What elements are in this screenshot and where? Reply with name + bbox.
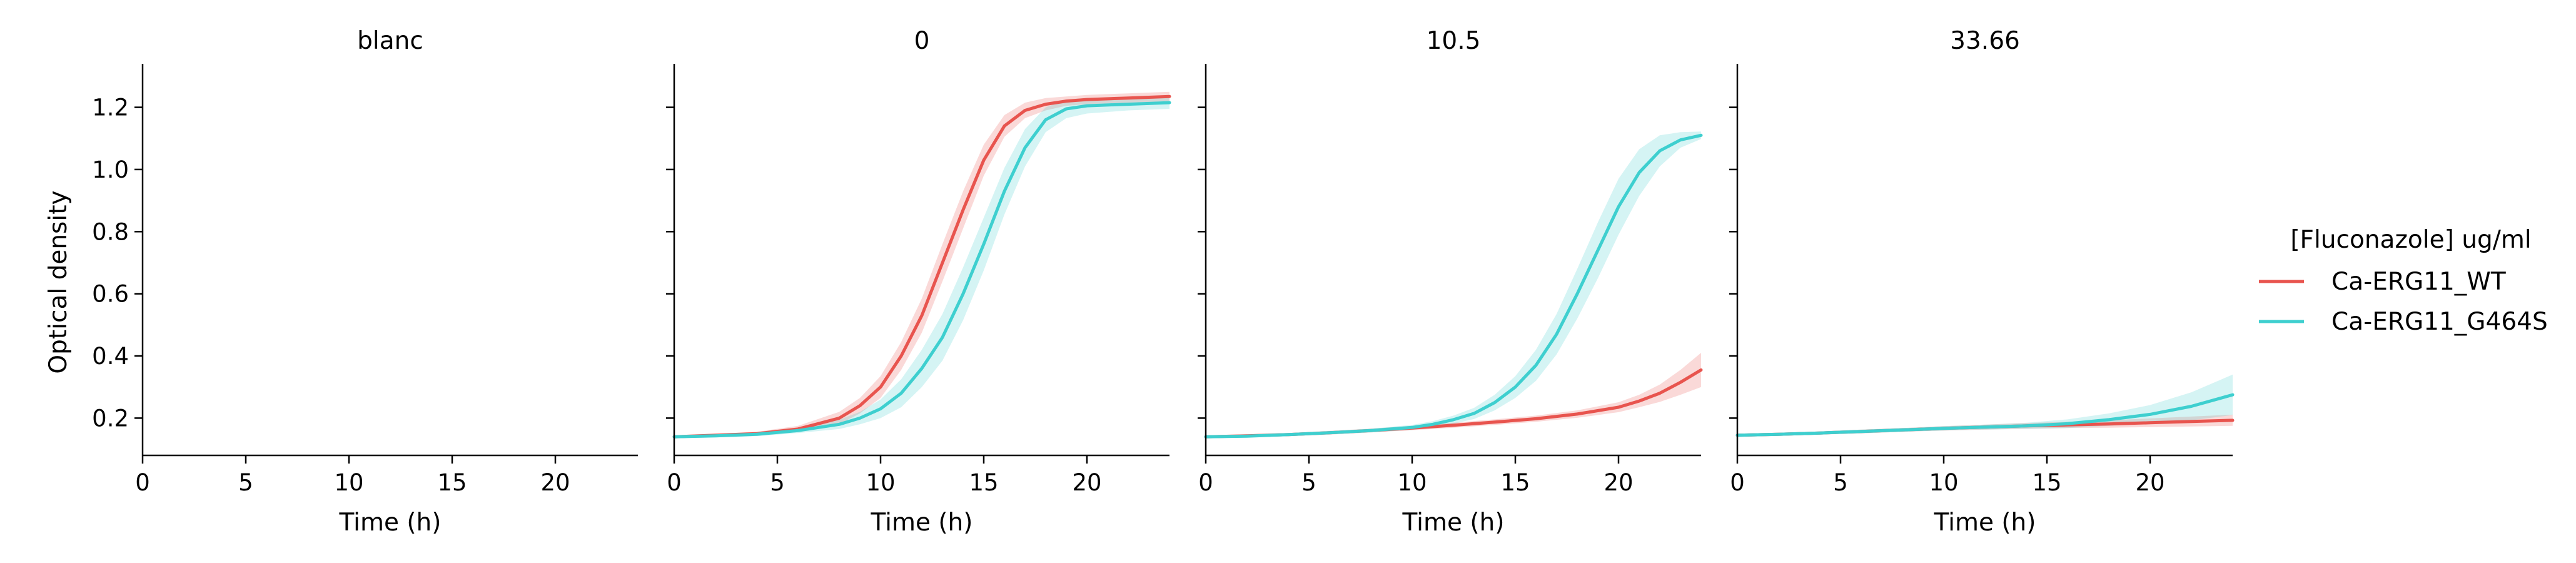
x-tick-label: 20 [1604, 469, 1633, 496]
y-tick-label: 0.4 [92, 343, 129, 370]
y-tick-label: 0.8 [92, 218, 129, 245]
x-tick-label: 10 [1929, 469, 1958, 496]
x-axis-label: Time (h) [1934, 509, 2036, 537]
confidence-band [674, 96, 1169, 439]
x-tick-label: 5 [770, 469, 785, 496]
facet-panel: 33.66 0 5 10 15 20 Time (h) [1729, 27, 2235, 537]
x-tick-label: 0 [1730, 469, 1745, 496]
x-axis-label: Time (h) [1402, 509, 1505, 537]
x-tick-label: 0 [1198, 469, 1213, 496]
x-tick-label: 10 [1397, 469, 1427, 496]
confidence-band [1206, 131, 1701, 439]
x-tick-label: 5 [1833, 469, 1848, 496]
x-tick-label: 15 [437, 469, 467, 496]
series-line [1735, 393, 2235, 437]
x-axis-label: Time (h) [871, 509, 973, 537]
x-tick-label: 5 [1301, 469, 1316, 496]
x-axis-label: Time (h) [339, 509, 442, 537]
x-tick-label: 0 [135, 469, 150, 496]
x-tick-label: 15 [969, 469, 998, 496]
x-tick-label: 15 [1500, 469, 1530, 496]
x-tick-label: 5 [238, 469, 253, 496]
facet-panel: 10.5 0 5 10 15 20 Time (h) [1198, 27, 1703, 537]
panel-title: 0 [914, 27, 930, 55]
x-tick-label: 0 [667, 469, 682, 496]
x-tick-label: 20 [2135, 469, 2164, 496]
legend-title: [Fluconazole] ug/ml [2290, 226, 2531, 254]
x-tick-label: 10 [334, 469, 363, 496]
facet-panel: 0 0 5 10 15 20 Time (h) [666, 27, 1171, 537]
facet-panel: blanc 0 5 10 15 20 0.2 0.4 0.6 0.8 1.0 1.2 Time (h) O… [44, 27, 638, 537]
y-tick-label: 0.2 [92, 405, 129, 432]
y-tick-label: 1.0 [92, 156, 129, 183]
x-tick-label: 15 [2032, 469, 2061, 496]
panel-title: 10.5 [1427, 27, 1481, 55]
series-line [672, 101, 1171, 439]
confidence-band [1206, 353, 1701, 439]
legend-entry-label: Ca-ERG11_G464S [2331, 308, 2548, 336]
panel-title: blanc [357, 27, 423, 55]
y-axis-label: Optical density [44, 190, 73, 373]
y-tick-label: 1.2 [92, 94, 129, 121]
legend-entry-label: Ca-ERG11_WT [2331, 268, 2506, 296]
series-line [1204, 133, 1703, 439]
legend: [Fluconazole] ug/ml Ca-ERG11_WT Ca-ERG11_G… [2259, 226, 2548, 336]
x-tick-label: 20 [540, 469, 570, 496]
x-tick-label: 20 [1072, 469, 1101, 496]
y-tick-label: 0.6 [92, 281, 129, 308]
x-tick-label: 10 [866, 469, 895, 496]
panel-title: 33.66 [1950, 27, 2020, 55]
series-line [1204, 368, 1703, 439]
